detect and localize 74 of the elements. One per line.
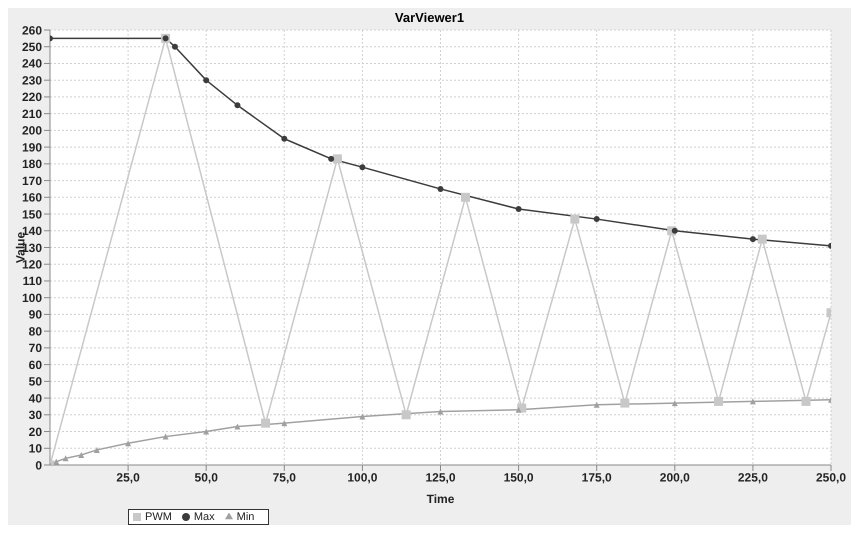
point: [125, 440, 132, 446]
y-tick-label: 240: [22, 56, 42, 71]
point: [203, 77, 210, 84]
point: [261, 418, 270, 428]
y-tick-label: 10: [28, 442, 42, 456]
point: [758, 234, 767, 244]
point: [94, 446, 100, 453]
point: [281, 420, 288, 426]
point: [438, 408, 444, 414]
y-tick-label: 190: [22, 140, 42, 154]
legend-label: PWM: [145, 511, 172, 523]
point: [162, 434, 169, 440]
point: [234, 102, 240, 108]
y-tick-label: 50: [28, 374, 42, 389]
point: [438, 186, 444, 192]
y-tick-label: 80: [28, 324, 42, 338]
point: [332, 154, 342, 164]
legend-label: Max: [194, 511, 215, 523]
point: [359, 164, 366, 170]
point: [672, 228, 678, 234]
y-tick-label: 180: [22, 157, 42, 172]
y-tick-label: 160: [22, 190, 42, 205]
point: [460, 192, 470, 202]
x-tick-label: 25,0: [116, 470, 140, 485]
point: [802, 396, 811, 406]
y-tick-label: 40: [28, 391, 42, 406]
point: [234, 424, 240, 430]
point: [203, 428, 210, 435]
x-tick-label: 150,0: [504, 470, 534, 485]
y-tick-label: 220: [22, 90, 42, 104]
point: [359, 413, 366, 420]
point: [672, 400, 678, 406]
y-tick-label: 170: [22, 174, 42, 188]
point: [328, 156, 334, 162]
point: [594, 402, 600, 408]
y-tick-label: 260: [22, 23, 42, 38]
x-tick-label: 225,0: [738, 470, 768, 485]
chart-title: VarViewer1: [394, 10, 464, 25]
y-tick-label: 0: [35, 458, 42, 472]
y-tick-label: 30: [28, 408, 42, 422]
point: [570, 214, 580, 224]
point: [750, 236, 756, 242]
x-tick-label: 75,0: [272, 470, 296, 485]
point: [281, 136, 288, 142]
y-tick-label: 60: [28, 358, 42, 372]
y-tick-label: 110: [22, 274, 42, 288]
y-tick-label: 200: [22, 124, 42, 138]
legend-label: Min: [236, 511, 254, 523]
point: [516, 406, 522, 413]
point: [620, 398, 630, 408]
point: [750, 398, 756, 404]
x-tick-label: 250,0: [816, 470, 846, 485]
point: [53, 458, 60, 465]
point: [402, 410, 411, 420]
point: [172, 44, 178, 50]
y-tick-label: 250: [22, 40, 42, 54]
point: [594, 216, 600, 222]
point: [516, 206, 522, 212]
x-tick-label: 125,0: [425, 470, 456, 485]
y-tick-label: 100: [22, 290, 42, 305]
x-tick-label: 50,0: [194, 470, 218, 485]
x-tick-label: 200,0: [660, 470, 690, 485]
point: [78, 452, 84, 458]
x-tick-label: 175,0: [582, 470, 612, 485]
y-tick-label: 20: [28, 424, 42, 439]
x-axis-title: Time: [426, 492, 455, 506]
point: [62, 455, 69, 462]
y-tick-label: 230: [22, 73, 42, 88]
y-tick-label: 90: [28, 308, 42, 322]
point: [714, 396, 724, 406]
y-tick-label: 210: [22, 106, 42, 121]
x-tick-label: 100,0: [347, 470, 378, 485]
y-tick-label: 150: [22, 207, 42, 222]
y-tick-label: 70: [28, 341, 42, 356]
